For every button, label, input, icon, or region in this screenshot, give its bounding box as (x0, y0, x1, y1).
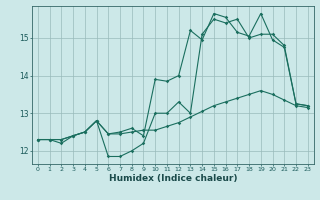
X-axis label: Humidex (Indice chaleur): Humidex (Indice chaleur) (108, 174, 237, 183)
